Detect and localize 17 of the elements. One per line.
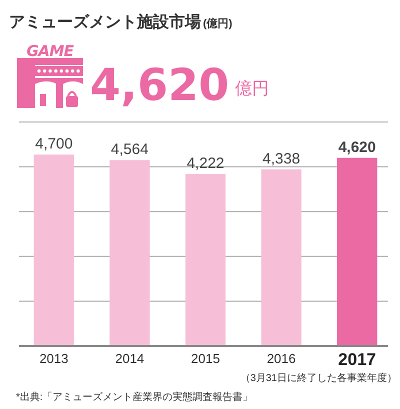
text: (億円): [203, 17, 233, 30]
title: アミューズメント施設市場: [9, 14, 201, 31]
data-label: 4,620: [338, 138, 376, 156]
x-tick-label: 2017: [338, 350, 376, 369]
text: GAME: [26, 42, 75, 60]
text: *出典:「アミューズメント産業界の実態調査報告書」: [16, 391, 253, 403]
data-label: 4,338: [262, 150, 300, 168]
text: 4,620: [90, 60, 230, 111]
x-tick-label: 2013: [39, 351, 68, 366]
data-label: 4,564: [110, 141, 148, 158]
text: 億円: [235, 79, 270, 98]
data-label: 4,700: [35, 136, 73, 153]
text: （3月31日に終了した各事業年度）: [240, 372, 397, 384]
x-tick-label: 2014: [115, 351, 144, 366]
x-tick-label: 2016: [266, 351, 296, 366]
x-tick-label: 2015: [191, 351, 220, 366]
data-label: 4,222: [186, 155, 224, 172]
